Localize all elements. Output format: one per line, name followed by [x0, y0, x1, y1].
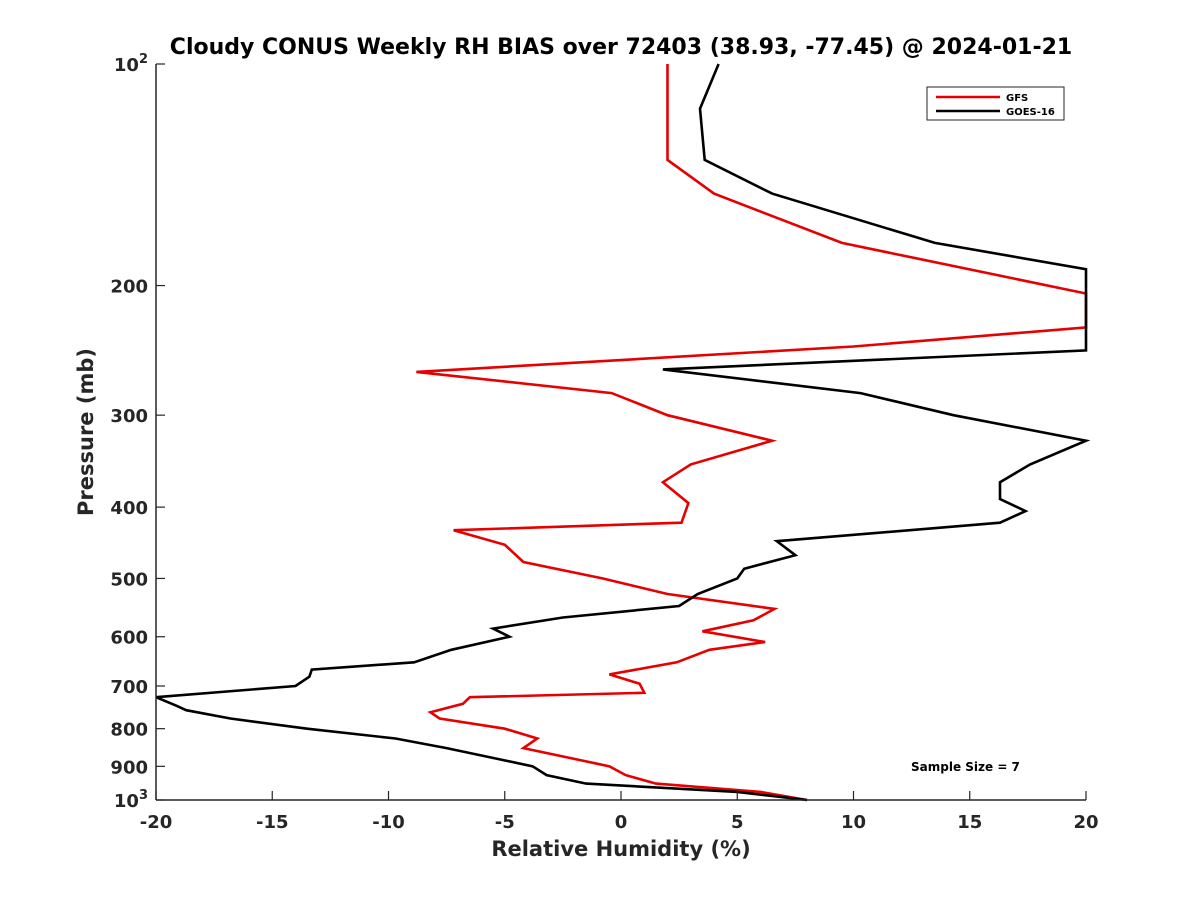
x-axis-label: Relative Humidity (%): [491, 837, 750, 861]
x-tick-label: 20: [1073, 812, 1098, 833]
legend-label-goes-16: GOES-16: [1006, 107, 1055, 118]
x-tick-label: 15: [957, 812, 982, 833]
legend-box: [926, 86, 1065, 121]
y-tick-label: 300: [110, 406, 148, 427]
y-axis-label: Pressure (mb): [74, 348, 98, 516]
x-tick-label: -15: [256, 812, 289, 833]
x-tick-label: -10: [372, 812, 405, 833]
y-tick-label: 600: [110, 628, 148, 649]
x-tick-label: 10: [841, 812, 866, 833]
y-tick-label: 200: [110, 277, 148, 298]
series-line-gfs: [416, 64, 1088, 802]
y-tick-label: 900: [110, 757, 148, 778]
x-axis-ticks: -20 -15 -10 -5 0 5 10 15 20: [140, 791, 1099, 833]
series-line-goes-16: [155, 63, 1091, 802]
chart-title: Cloudy CONUS Weekly RH BIAS over 72403 (…: [170, 35, 1072, 60]
series-lines: [155, 63, 1091, 802]
y-tick-label: 800: [110, 720, 148, 741]
y-tick-label: 103: [114, 788, 148, 812]
x-tick-label: -5: [495, 812, 515, 833]
x-tick-label: 0: [615, 812, 628, 833]
legend: GFS GOES-16: [926, 86, 1065, 121]
legend-label-gfs: GFS: [1006, 93, 1028, 104]
plot-axes: [155, 64, 1086, 801]
x-tick-label: 5: [731, 812, 744, 833]
x-tick-label: -20: [140, 812, 173, 833]
y-tick-label: 400: [110, 498, 148, 519]
y-tick-label: 700: [110, 677, 148, 698]
y-tick-label: 500: [110, 569, 148, 590]
sample-size-annotation: Sample Size = 7: [911, 760, 1020, 774]
y-tick-label: 102: [114, 52, 148, 76]
y-axis-ticks: 102 200 300 400 500 600 700 800 900 103: [110, 52, 165, 812]
